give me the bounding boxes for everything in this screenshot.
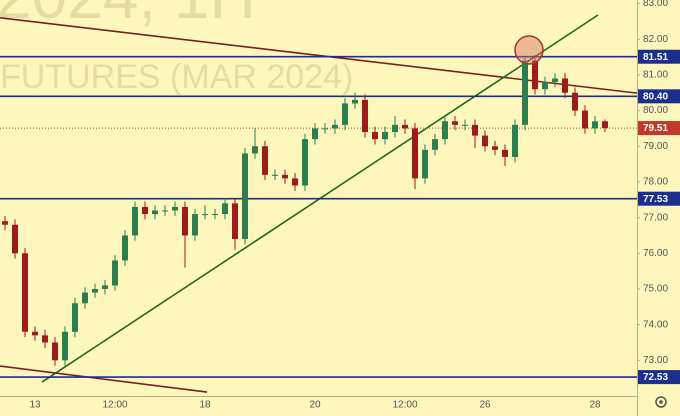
- candle-body: [122, 235, 128, 261]
- candle-body: [12, 224, 18, 254]
- candle-body: [332, 124, 338, 129]
- level-label: 80.40: [643, 91, 668, 102]
- candle-body: [212, 214, 218, 216]
- candle-body: [152, 210, 158, 215]
- candle-body: [452, 121, 458, 125]
- candle-body: [422, 149, 428, 179]
- candle-body: [512, 124, 518, 157]
- level-label-box: [638, 370, 680, 385]
- watermark-subtitle: FUTURES (MAR 2024): [0, 58, 353, 96]
- candle-body: [22, 253, 28, 332]
- x-tick-label: 20: [309, 400, 321, 411]
- candle-body: [562, 78, 568, 93]
- candle-body: [272, 174, 278, 176]
- price-axis: 73.00 74.00 75.00 76.00 77.00 78.00 79.00 80.00…: [637, 0, 668, 366]
- candle-body: [252, 146, 258, 154]
- x-tick-label: 12:00: [392, 400, 417, 411]
- candle-body: [32, 331, 38, 336]
- candle-body: [42, 335, 48, 343]
- candle-body: [552, 78, 558, 83]
- candle-body: [352, 99, 358, 104]
- x-tick-label: 26: [479, 400, 491, 411]
- y-tick-label: 78.00: [643, 177, 668, 188]
- candle-body: [102, 285, 108, 289]
- candle-body: [442, 121, 448, 140]
- candle-body: [432, 139, 438, 150]
- y-tick-label: 73.00: [643, 355, 668, 366]
- candle-body: [482, 135, 488, 147]
- candle-body: [192, 214, 198, 236]
- last-price-box: [638, 121, 680, 136]
- candle-body: [542, 82, 548, 90]
- candle-body: [112, 260, 118, 286]
- y-tick-label: 76.00: [643, 248, 668, 259]
- y-tick-label: 81.00: [643, 70, 668, 81]
- trend-line: [0, 17, 637, 94]
- y-tick-label: 77.00: [643, 212, 668, 223]
- candle-body: [2, 221, 8, 225]
- candle-body: [82, 292, 88, 304]
- candle-body: [292, 178, 298, 186]
- candle-body: [602, 121, 608, 129]
- y-tick-label: 75.00: [643, 284, 668, 295]
- trend-line: [0, 365, 208, 393]
- candle-body: [322, 128, 328, 130]
- candle-body: [222, 203, 228, 215]
- plot-area: [0, 14, 637, 393]
- x-tick-label: 13: [29, 400, 41, 411]
- level-label: 77.53: [643, 194, 668, 205]
- candle-body: [392, 124, 398, 132]
- candle-body: [492, 146, 498, 150]
- candle-body: [92, 288, 98, 293]
- candle-body: [302, 139, 308, 186]
- candle-body: [142, 206, 148, 215]
- candle-body: [262, 146, 268, 175]
- level-label-box: [638, 49, 680, 64]
- candle-body: [582, 110, 588, 129]
- candle-body: [592, 121, 598, 129]
- candle-body: [182, 206, 188, 236]
- candle-body: [52, 342, 58, 361]
- candle-body: [382, 132, 388, 140]
- candle-body: [572, 92, 578, 111]
- watermark-title: 2024, 1H: [0, 0, 256, 32]
- candle-body: [502, 149, 508, 157]
- candle-body: [282, 174, 288, 179]
- candle-body: [472, 124, 478, 136]
- candle-body: [132, 206, 138, 236]
- y-tick-label: 82.00: [643, 34, 668, 45]
- level-label: 81.51: [643, 52, 668, 63]
- candle-body: [412, 128, 418, 179]
- candle-body: [202, 214, 208, 216]
- y-tick-label: 79.00: [643, 141, 668, 152]
- candle-body: [62, 331, 68, 361]
- level-label: 72.53: [643, 372, 668, 383]
- candle-body: [172, 206, 178, 211]
- candle-body: [402, 124, 408, 129]
- candle-body: [372, 132, 378, 140]
- candle-body: [312, 128, 318, 140]
- candle-body: [362, 99, 368, 132]
- last-price-label: 79.51: [643, 123, 668, 134]
- y-tick-label: 80.00: [643, 105, 668, 116]
- x-tick-label: 12:00: [102, 400, 127, 411]
- level-label-box: [638, 89, 680, 104]
- highlight-circle: [514, 35, 544, 65]
- candle-body: [72, 303, 78, 332]
- candle-body: [162, 210, 168, 212]
- y-tick-label: 74.00: [643, 319, 668, 330]
- y-tick-label: 83.00: [643, 0, 668, 9]
- candle-body: [242, 153, 248, 240]
- candle-body: [342, 103, 348, 125]
- candle-body: [522, 60, 528, 125]
- settings-icon[interactable]: [655, 396, 667, 408]
- level-label-box: [638, 191, 680, 206]
- x-tick-label: 28: [589, 400, 601, 411]
- x-tick-label: 18: [199, 400, 211, 411]
- candle-body: [232, 203, 238, 240]
- candle-body: [462, 124, 468, 126]
- candle-body: [532, 60, 538, 90]
